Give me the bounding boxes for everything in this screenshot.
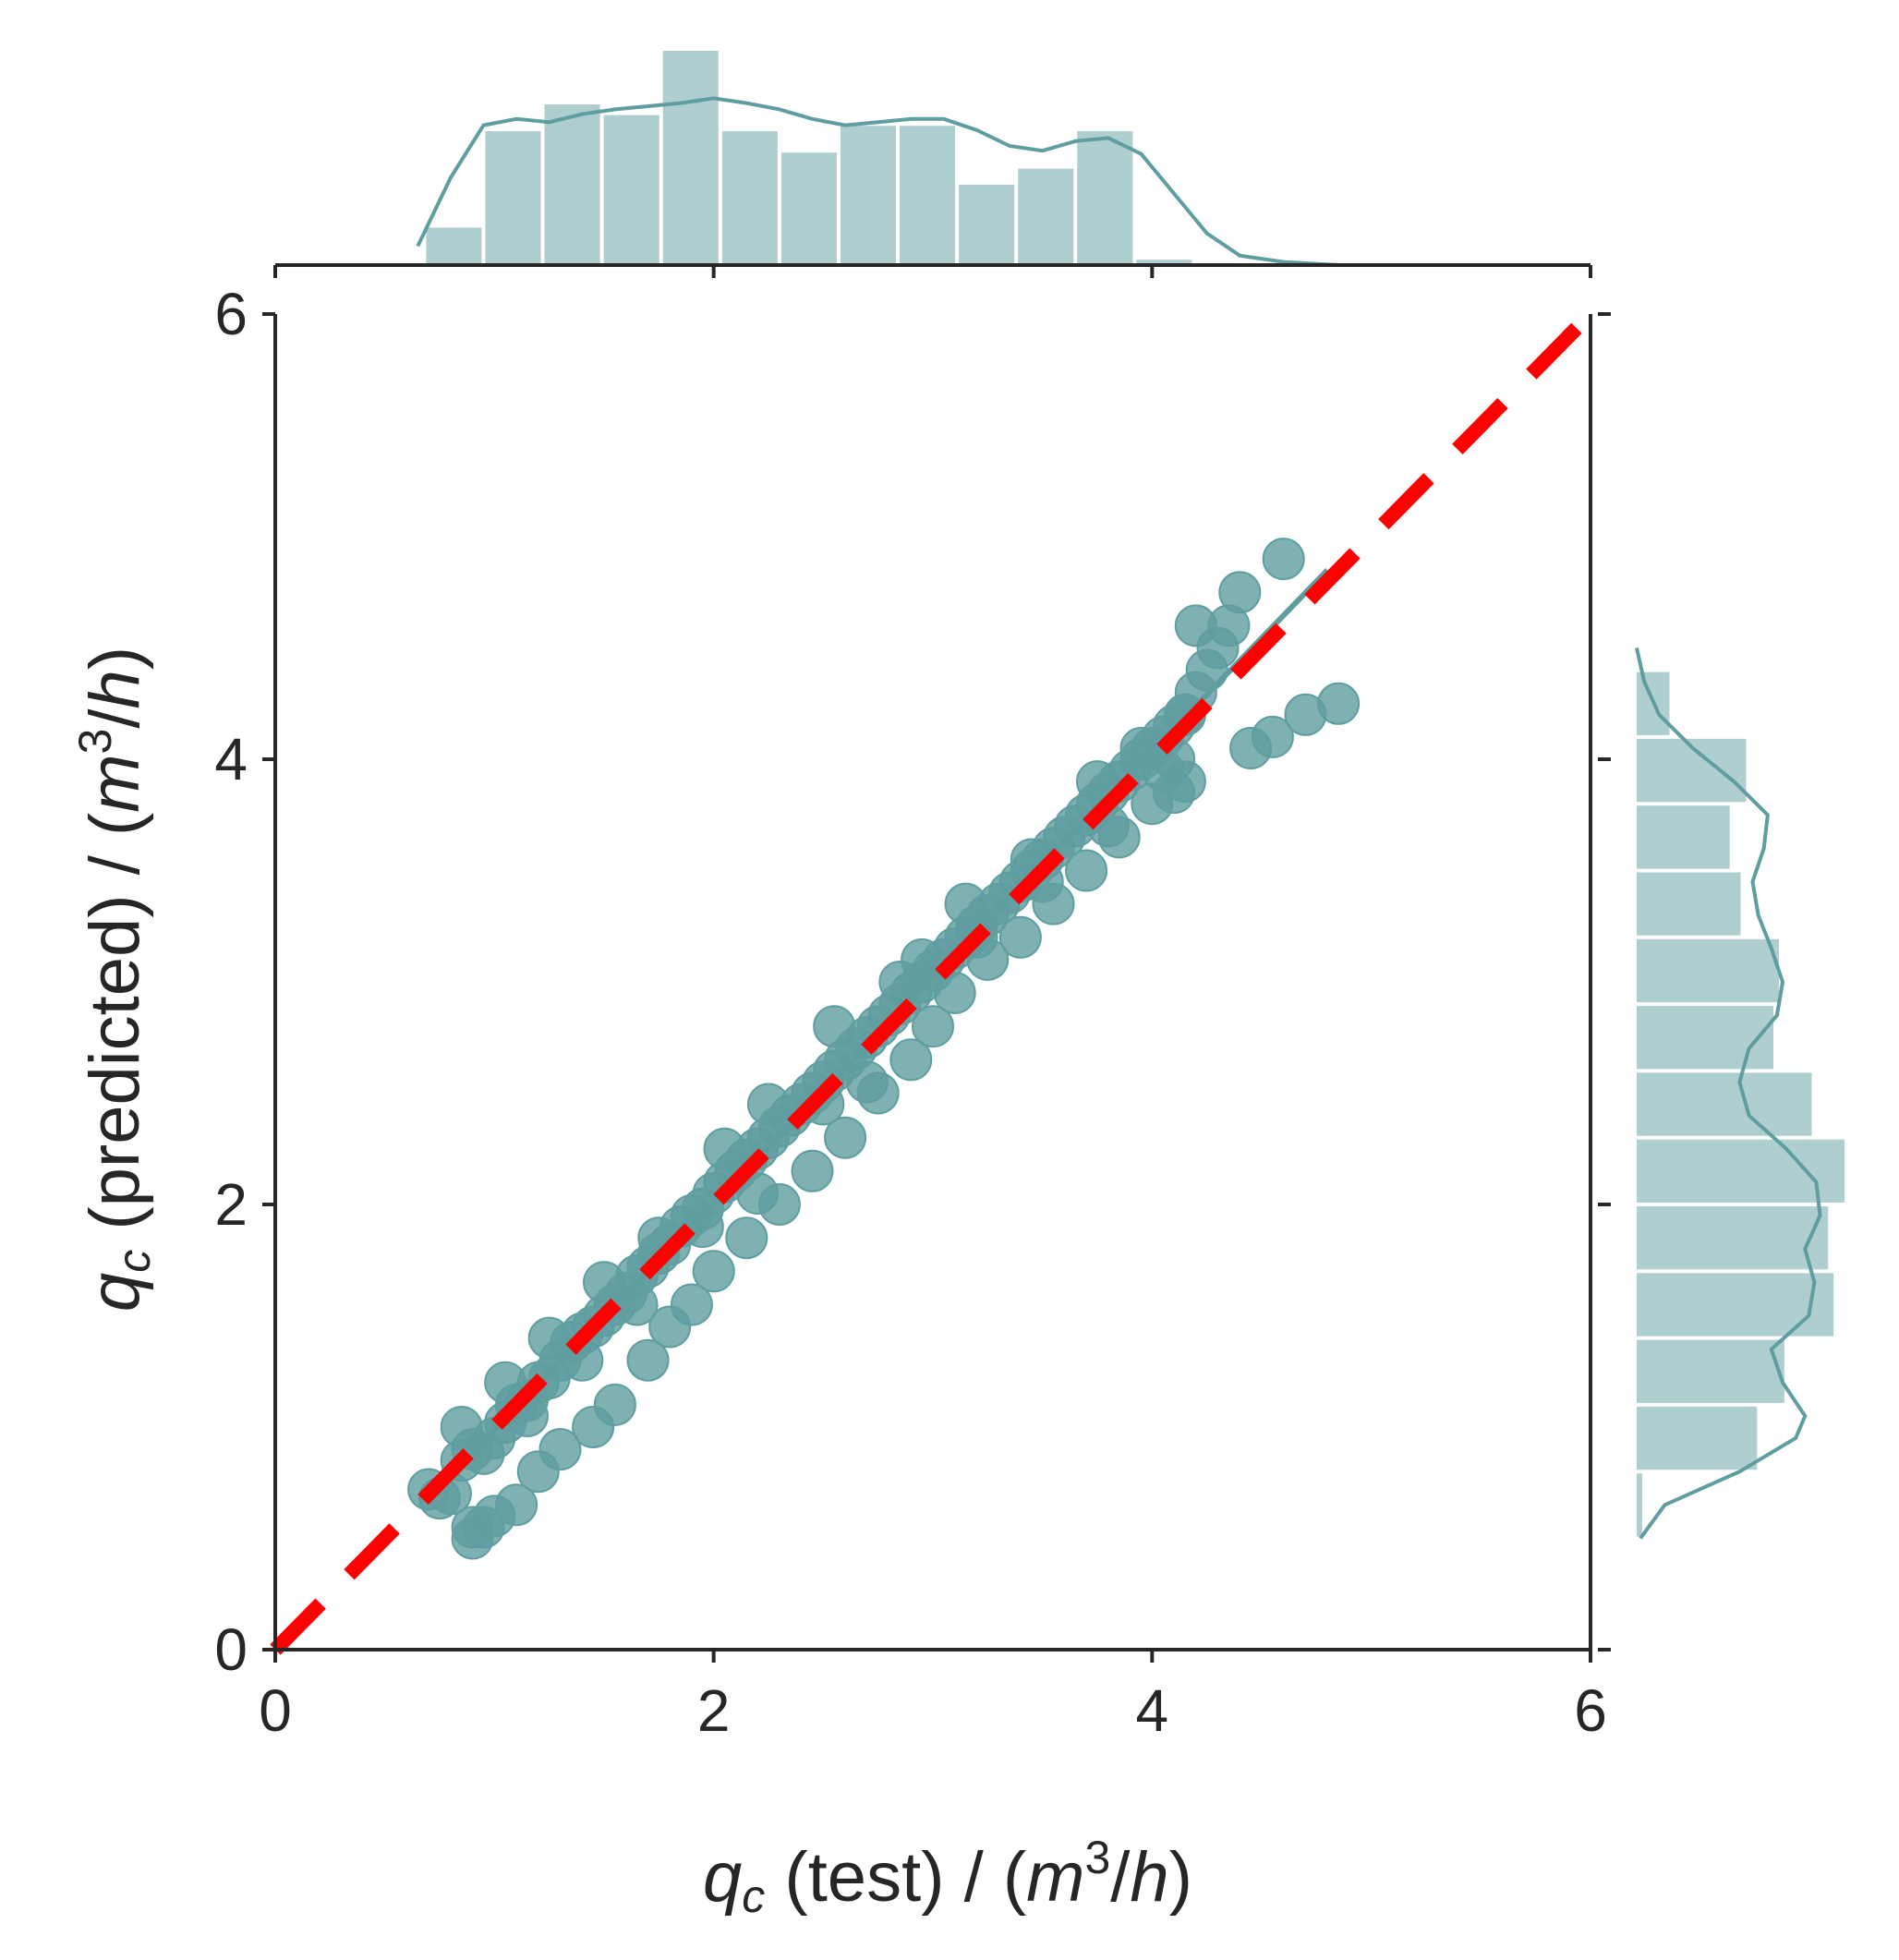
- top-hist-bar: [485, 131, 541, 265]
- scatter-point: [1317, 682, 1361, 725]
- right-hist-bar: [1637, 1473, 1642, 1537]
- scatter-point: [1262, 538, 1305, 581]
- scatter-point: [703, 1127, 746, 1170]
- scatter-point: [791, 1149, 834, 1192]
- scatter-point: [889, 1038, 933, 1082]
- scatter-point: [813, 1005, 856, 1048]
- scatter-points: [407, 538, 1361, 1560]
- scatter-point: [583, 1261, 625, 1304]
- right-hist-bar: [1637, 738, 1747, 803]
- scatter-point: [901, 938, 944, 981]
- scatter-point: [998, 915, 1042, 959]
- scatter-point: [615, 1283, 659, 1326]
- top-hist-bar: [1077, 131, 1133, 265]
- top-hist-bar: [721, 131, 778, 265]
- right-hist-bar: [1637, 1206, 1829, 1270]
- y-tick-label: 4: [214, 726, 248, 792]
- scatter-point: [747, 1083, 790, 1126]
- scatter-point: [824, 1116, 867, 1159]
- right-hist-bar: [1637, 1339, 1784, 1403]
- scatter-point: [845, 1060, 889, 1104]
- scatter-point: [1065, 849, 1108, 892]
- top-hist-bar: [603, 115, 659, 265]
- top-hist-bar: [840, 126, 897, 265]
- scatter-point: [912, 1005, 954, 1048]
- x-tick-label: 2: [697, 1677, 731, 1744]
- right-kde-curve: [1635, 647, 1822, 1540]
- scatter-point: [527, 1316, 571, 1360]
- right-hist-bar: [1637, 1006, 1774, 1070]
- scatter-point: [692, 1250, 735, 1293]
- scatter-point: [626, 1338, 670, 1382]
- top-hist-bar: [426, 227, 482, 265]
- x-tick-label: 4: [1136, 1677, 1169, 1744]
- right-hist-bar: [1637, 805, 1730, 869]
- x-tick-label: 6: [1574, 1677, 1607, 1744]
- y-tick-label: 0: [214, 1616, 248, 1683]
- scatter-point: [736, 1172, 780, 1215]
- scatter-point: [451, 1506, 494, 1549]
- scatter-point: [1174, 604, 1217, 647]
- scatter-point: [1218, 571, 1262, 614]
- top-kde-curve: [416, 96, 1339, 267]
- scatter-point: [933, 972, 976, 1014]
- top-hist-bar: [662, 51, 719, 265]
- scatter-point: [538, 1428, 582, 1471]
- top-marginal-histogram: [416, 51, 1339, 267]
- top-hist-bar: [959, 185, 1015, 265]
- scatter-point: [495, 1483, 538, 1527]
- top-hist-bar: [900, 126, 956, 265]
- scatter-point: [440, 1406, 483, 1448]
- y-tick-label: 6: [214, 281, 248, 347]
- scatter-point: [1251, 715, 1294, 758]
- top-hist-bar: [780, 152, 837, 265]
- top-hist-bar: [1136, 260, 1192, 265]
- scatter-point: [593, 1383, 636, 1426]
- right-marginal-histogram: [1635, 647, 1845, 1540]
- axes: [273, 263, 1592, 1651]
- right-hist-bar: [1637, 938, 1779, 1003]
- fit-lines: [270, 309, 1596, 1655]
- x-tick-label: 0: [259, 1677, 292, 1744]
- y-axis-title: qc (predicted) / (m3/h): [69, 647, 160, 1312]
- right-hist-bar: [1637, 1406, 1758, 1470]
- right-hist-bar: [1637, 1273, 1834, 1337]
- scatter-point: [725, 1216, 768, 1260]
- y-tick-label: 2: [214, 1171, 248, 1238]
- right-hist-bar: [1637, 1072, 1812, 1136]
- top-hist-bar: [1018, 168, 1074, 265]
- x-axis-title: qc (test) / (m3/h): [703, 1832, 1192, 1922]
- ticks: 0 2 4 6 0 2 4 6: [214, 265, 1611, 1744]
- scatter-point: [1076, 760, 1119, 804]
- right-hist-bar: [1637, 1139, 1845, 1203]
- top-hist-bar: [544, 104, 600, 265]
- scatter-point: [670, 1283, 713, 1326]
- scatter-point: [484, 1361, 527, 1404]
- right-hist-bar: [1637, 872, 1741, 936]
